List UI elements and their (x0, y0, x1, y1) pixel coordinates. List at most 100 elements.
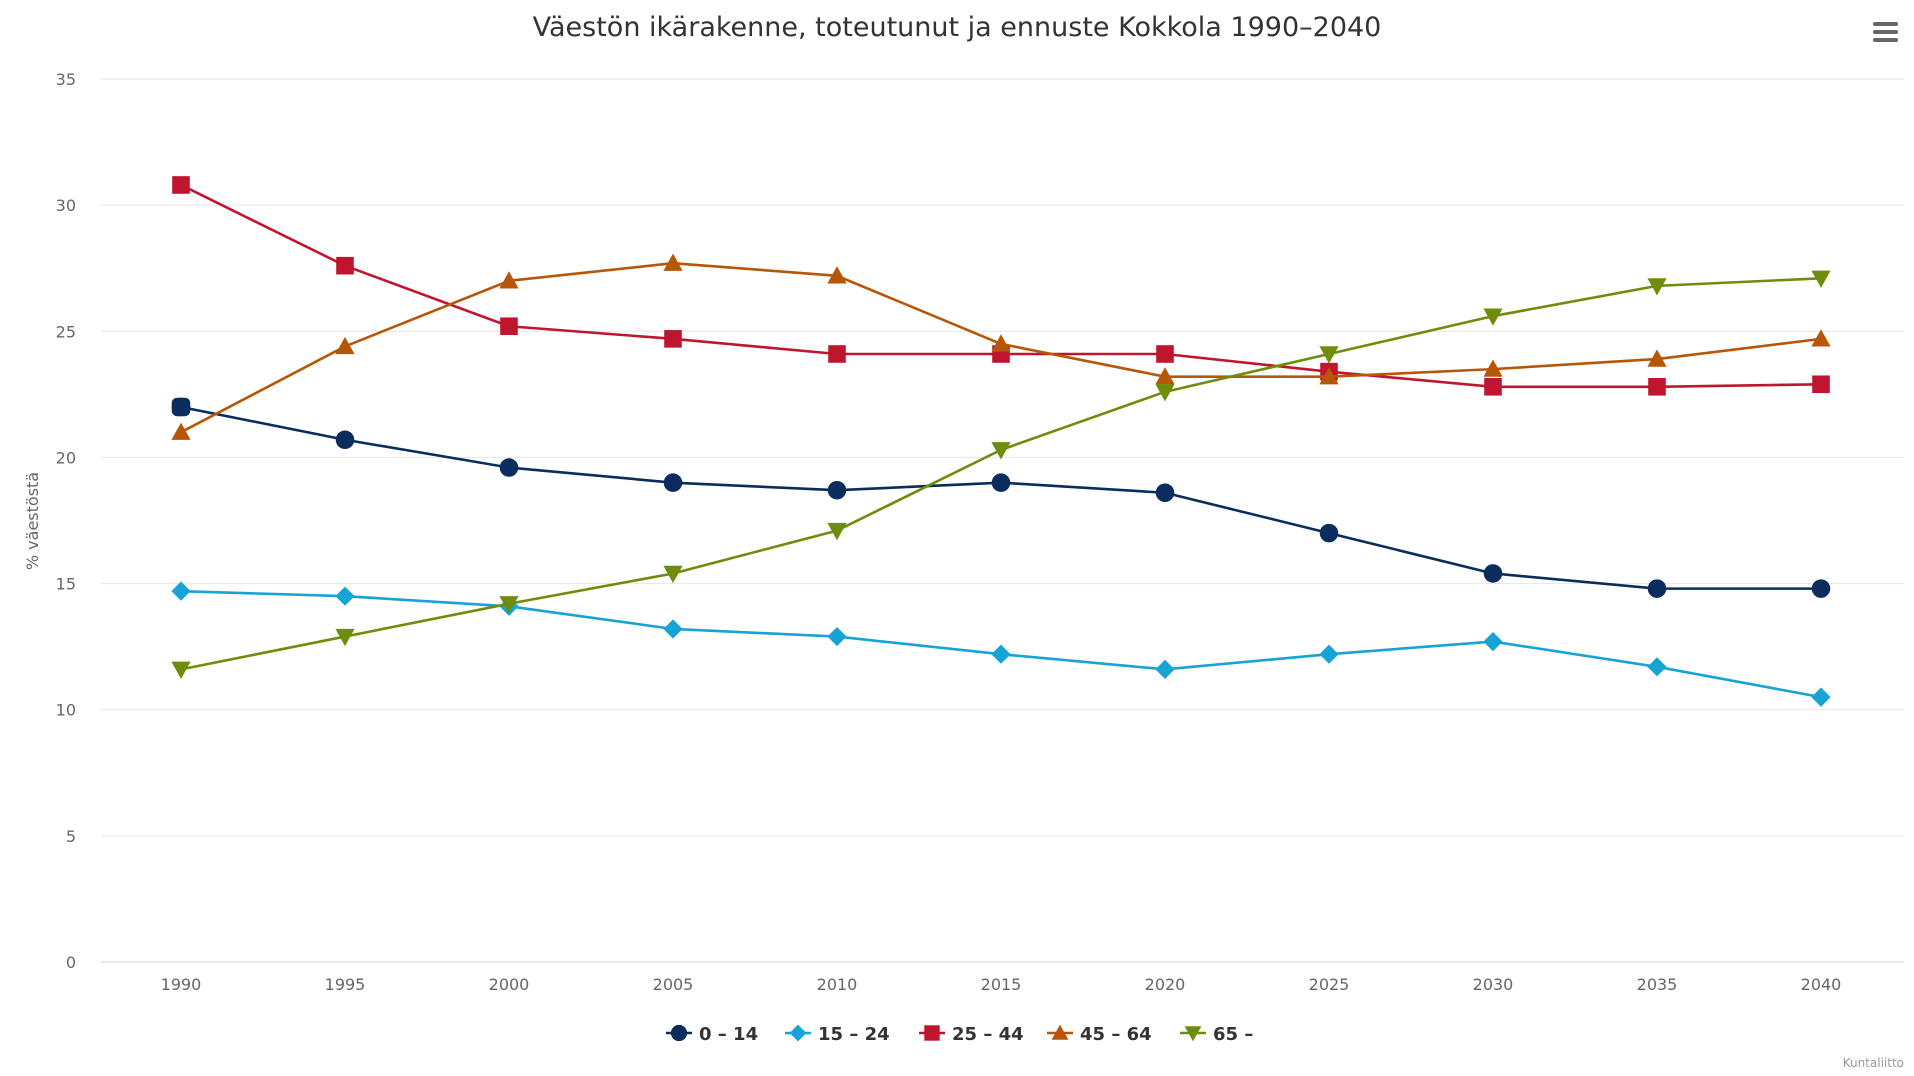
data-point[interactable] (1483, 564, 1503, 583)
legend-item[interactable]: 25 – 44 (919, 1024, 1024, 1045)
legend-marker[interactable] (1184, 1026, 1202, 1042)
data-point[interactable] (1647, 579, 1667, 598)
legend-label: 65 – (1213, 1024, 1253, 1045)
y-tick-label: 15 (56, 575, 76, 594)
data-point[interactable] (1319, 523, 1339, 543)
y-tick-label: 0 (66, 953, 76, 972)
data-point[interactable] (663, 619, 683, 639)
data-point[interactable] (828, 345, 846, 363)
series-4 (171, 253, 1831, 440)
data-point[interactable] (171, 422, 191, 440)
data-point[interactable] (1319, 346, 1339, 364)
y-axis-title: % väestöstä (23, 472, 42, 570)
data-point[interactable] (827, 626, 847, 647)
data-point[interactable] (1155, 367, 1175, 385)
data-point[interactable] (1155, 483, 1175, 503)
data-point[interactable] (1647, 278, 1667, 296)
x-tick-label: 1990 (161, 975, 202, 994)
data-point[interactable] (335, 628, 355, 647)
data-point[interactable] (172, 176, 190, 194)
x-axis-tick-labels: 1990 1995 2000 2005 2010 2015 2020 2025 2030 2035… (161, 975, 1842, 994)
legend-marker[interactable] (924, 1025, 940, 1041)
series-2 (171, 581, 1831, 707)
data-point[interactable] (664, 330, 682, 348)
data-point[interactable] (1811, 270, 1831, 288)
data-point[interactable] (171, 581, 191, 601)
data-point[interactable] (499, 271, 519, 289)
series-plot-area (171, 176, 1831, 707)
legend-item[interactable]: 0 – 14 (666, 1024, 758, 1045)
data-point[interactable] (335, 430, 355, 450)
x-tick-label: 2035 (1637, 975, 1678, 994)
data-point[interactable] (991, 334, 1011, 352)
data-point[interactable] (1647, 657, 1667, 677)
data-point[interactable] (1156, 345, 1174, 363)
legend-marker[interactable] (1051, 1024, 1069, 1040)
x-tick-label: 2040 (1801, 975, 1842, 994)
data-point[interactable] (1812, 375, 1830, 394)
legend-item[interactable]: 15 – 24 (785, 1024, 890, 1045)
y-tick-label: 20 (56, 448, 76, 467)
data-point[interactable] (1811, 687, 1831, 707)
data-point[interactable] (827, 266, 847, 284)
hover-highlight (171, 397, 191, 417)
data-point[interactable] (1155, 659, 1175, 679)
data-point[interactable] (335, 336, 355, 355)
x-tick-label: 2030 (1473, 975, 1514, 994)
data-point[interactable] (1483, 631, 1503, 652)
x-tick-label: 2010 (817, 975, 858, 994)
data-point[interactable] (991, 442, 1011, 460)
legend-label: 25 – 44 (952, 1024, 1024, 1045)
data-point[interactable] (1811, 579, 1831, 598)
y-tick-label: 30 (56, 196, 76, 215)
legend-item[interactable]: 65 – (1180, 1024, 1253, 1045)
data-point[interactable] (991, 644, 1011, 664)
legend-label: 45 – 64 (1080, 1024, 1152, 1045)
data-point[interactable] (1484, 377, 1502, 396)
data-point[interactable] (827, 522, 847, 541)
data-point[interactable] (1811, 329, 1831, 347)
legend-label: 0 – 14 (699, 1024, 758, 1045)
data-point[interactable] (171, 397, 191, 417)
data-point[interactable] (335, 586, 355, 606)
data-point[interactable] (500, 317, 518, 336)
data-point[interactable] (663, 473, 683, 492)
data-point[interactable] (499, 596, 519, 614)
data-point[interactable] (1647, 349, 1667, 367)
hamburger-menu-icon[interactable] (1866, 19, 1898, 47)
series-line[interactable] (179, 405, 1823, 590)
x-tick-label: 2020 (1145, 975, 1186, 994)
data-point[interactable] (663, 565, 683, 584)
x-tick-label: 2025 (1309, 975, 1350, 994)
legend: 0 – 14 15 – 24 25 – 44 45 – 64 65 – (666, 1024, 1253, 1045)
data-point[interactable] (1483, 359, 1503, 377)
y-tick-label: 5 (66, 827, 76, 846)
x-tick-label: 2005 (653, 975, 694, 994)
data-point[interactable] (1155, 384, 1175, 402)
data-point[interactable] (991, 473, 1011, 492)
chart-credit[interactable]: Kuntaliitto (1843, 1056, 1904, 1070)
data-point[interactable] (1319, 644, 1339, 664)
data-point[interactable] (336, 256, 354, 275)
legend-marker[interactable] (789, 1024, 807, 1042)
legend-label: 15 – 24 (818, 1024, 890, 1045)
data-point[interactable] (663, 253, 683, 271)
legend-item[interactable]: 45 – 64 (1047, 1024, 1152, 1045)
data-point[interactable] (499, 458, 519, 477)
x-tick-label: 1995 (325, 975, 366, 994)
y-tick-label: 35 (56, 70, 76, 89)
data-point[interactable] (171, 661, 191, 679)
y-tick-label: 25 (56, 322, 76, 341)
series-5 (171, 270, 1831, 679)
series-line[interactable] (179, 589, 1823, 699)
legend-marker[interactable] (670, 1024, 688, 1042)
gridlines (101, 78, 1904, 963)
data-point[interactable] (1483, 308, 1503, 326)
series-1 (171, 397, 1831, 598)
x-tick-label: 2015 (981, 975, 1022, 994)
data-point[interactable] (827, 480, 847, 500)
data-point[interactable] (1319, 367, 1339, 385)
data-point[interactable] (1648, 377, 1666, 396)
